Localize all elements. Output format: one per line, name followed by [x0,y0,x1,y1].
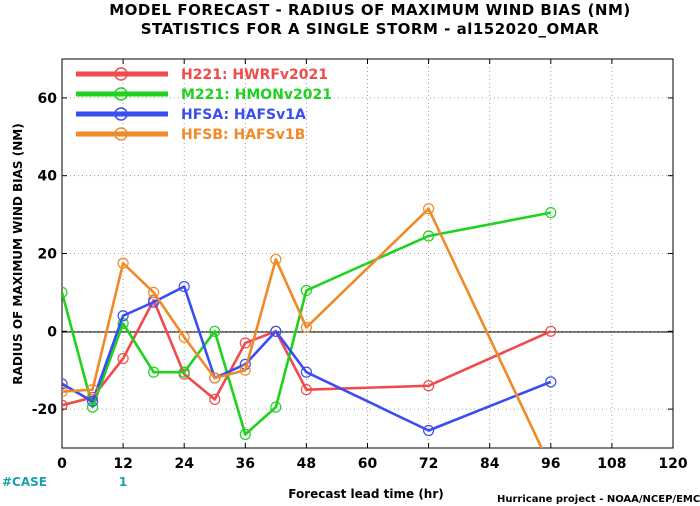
data-point [270,325,282,337]
x-tick-label: 0 [57,456,67,472]
data-point [117,352,129,365]
data-point [178,331,190,343]
x-tick-label: 60 [358,456,378,472]
y-tick-label: 20 [38,247,58,263]
data-point [545,207,557,219]
data-point [300,366,312,378]
x-tick-label: 12 [113,456,132,472]
x-tick-label: 72 [419,456,438,472]
data-point [148,286,160,298]
legend: H221: HWRFv2021 M221: HMONv2021 HFSA: HAFS… [76,67,332,143]
data-point [86,395,99,407]
y-axis-label: RADIUS OF MAXIMUM WIND BIAS (NM) [11,123,25,384]
data-point [209,372,221,384]
legend-label: HFSB: HAFSv1B [181,127,305,143]
series-layer [62,203,557,448]
x-tick-label: 96 [541,456,560,472]
data-point [423,380,435,392]
legend-label: H221: HWRFv2021 [181,67,328,83]
data-point [62,385,68,398]
legend-marker [114,87,128,101]
series-2 [62,207,557,440]
grid [62,59,673,448]
data-point [300,384,312,396]
data-point [423,424,435,437]
legend-marker [114,67,128,81]
data-point [239,428,251,440]
case-label: #CASE [2,475,47,489]
data-point [270,253,282,265]
legend-label: HFSA: HAFSv1A [181,107,306,123]
series-3 [62,280,557,437]
x-tick-label: 108 [597,456,626,472]
y-tick-label: 60 [38,91,58,107]
x-tick-label: 120 [658,456,687,472]
data-point [209,393,221,405]
chart-title: MODEL FORECAST - RADIUS OF MAXIMUM WIND … [109,1,631,19]
data-point [117,257,129,269]
data-point [423,203,435,215]
data-point [86,384,99,396]
data-point [117,310,129,322]
data-point [300,321,312,334]
series-4 [62,203,544,448]
data-point [270,401,282,413]
data-point [62,286,68,298]
case-count: 1 [119,475,127,489]
y-tick-label: 0 [47,324,57,340]
legend-label: M221: HMONv2021 [181,87,332,103]
data-point [545,376,557,388]
data-point [178,366,190,378]
x-axis-label: Forecast lead time (hr) [288,487,444,501]
plot-frame [61,58,674,449]
chart-subtitle: STATISTICS FOR A SINGLE STORM - al152020… [141,20,600,38]
y-tick-label: -20 [32,402,58,418]
data-point [178,280,190,293]
credit-label: Hurricane project - NOAA/NCEP/EMC [497,494,700,505]
data-point [209,325,221,337]
data-point [545,325,557,337]
x-tick-label: 24 [174,456,194,472]
y-axis: -20 0 20 40 60 [32,91,673,418]
legend-marker [114,127,128,141]
data-point [423,230,435,242]
case-counts: 1 [119,475,127,489]
data-point [239,364,251,376]
y-tick-label: 40 [38,169,58,185]
data-point [62,399,68,411]
x-tick-label: 36 [236,456,255,472]
data-point [148,366,160,378]
x-axis: 0 12 24 36 48 60 72 84 96 108 120 [57,59,688,472]
series-line [62,298,552,407]
x-tick-label: 48 [297,456,316,472]
data-point [300,284,312,297]
series-line [62,211,552,436]
x-tick-label: 84 [480,456,500,472]
data-point [62,378,68,390]
legend-marker [114,107,128,121]
data-point [239,337,251,349]
series-line [62,207,544,448]
